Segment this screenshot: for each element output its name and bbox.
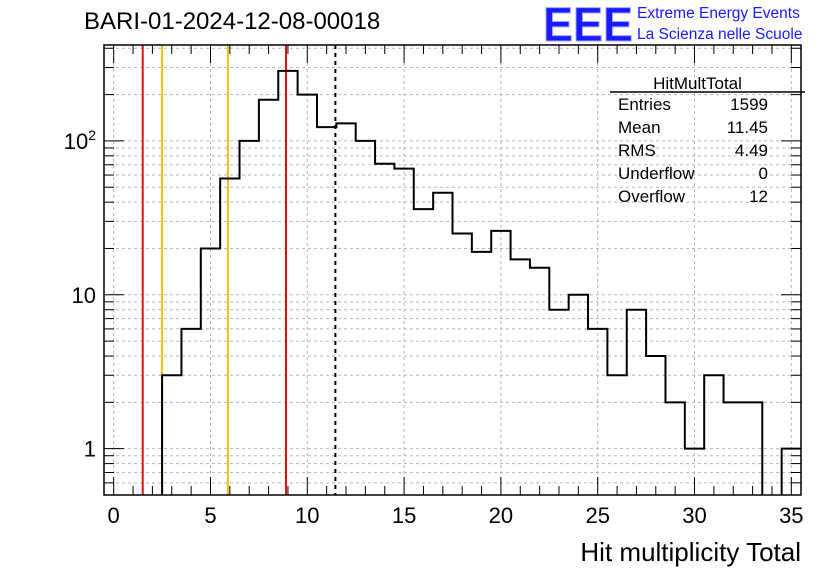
stats-value: 1599: [730, 95, 768, 114]
x-tick-label: 35: [779, 503, 803, 528]
y-tick-label: 10: [72, 283, 96, 308]
stats-value: 4.49: [735, 141, 768, 160]
stats-label: RMS: [618, 141, 656, 160]
x-tick-label: 0: [108, 503, 120, 528]
org-name: Extreme Energy Events La Scienza nelle S…: [637, 3, 802, 45]
plot-frame: [103, 44, 802, 496]
org-line-1: Extreme Energy Events: [637, 5, 800, 22]
x-tick-label: 25: [585, 503, 609, 528]
logo-text: EEE: [543, 2, 633, 44]
stats-box: HitMultTotal Entries 1599 Mean 11.45 RMS 4.49 U…: [610, 74, 805, 206]
y-tick-label: 1: [84, 437, 96, 462]
x-tick-label: 20: [489, 503, 513, 528]
stats-name: HitMultTotal: [653, 74, 742, 93]
x-axis-ticks: 0 5 10 15 20 25 30 35: [108, 45, 804, 528]
stats-label: Entries: [618, 95, 671, 114]
eee-logo: EEE: [543, 2, 634, 44]
stats-label: Overflow: [618, 187, 686, 206]
stats-value: 12: [749, 187, 768, 206]
x-tick-label: 10: [295, 503, 319, 528]
x-tick-label: 5: [204, 503, 216, 528]
chart-title: BARI-01-2024-12-08-00018: [84, 8, 381, 35]
org-line-2: La Scienza nelle Scuole: [637, 26, 803, 43]
y-tick-label: 102: [64, 127, 96, 154]
x-tick-label: 30: [682, 503, 706, 528]
x-axis-label: Hit multiplicity Total: [580, 537, 801, 567]
y-axis-ticks: 1 10 102: [64, 47, 801, 496]
stats-value: 11.45: [727, 118, 768, 137]
grid-lines: [104, 45, 801, 496]
stats-label: Underflow: [618, 164, 695, 183]
stats-label: Mean: [618, 118, 661, 137]
reference-lines: [141, 45, 337, 495]
histogram-series: [161, 69, 801, 495]
x-tick-label: 15: [392, 503, 416, 528]
stats-value: 0: [759, 164, 768, 183]
